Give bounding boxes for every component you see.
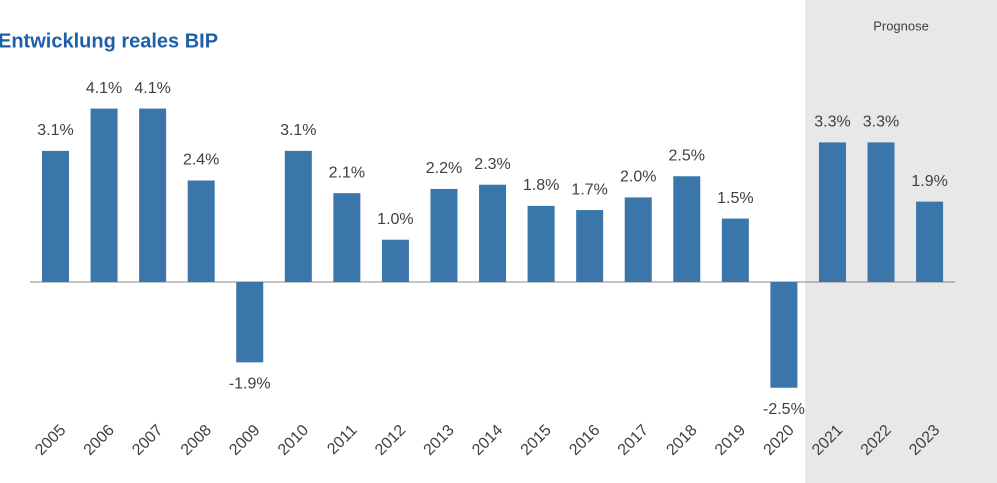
bar [90, 108, 118, 282]
bar [527, 205, 555, 282]
x-tick-label: 2013 [421, 422, 458, 459]
data-label: 1.7% [571, 181, 607, 198]
data-label: 4.1% [134, 80, 170, 97]
data-label: 3.1% [37, 122, 73, 139]
data-label: 2.5% [669, 147, 705, 164]
x-tick-label: 2005 [32, 422, 69, 459]
data-label: 2.2% [426, 160, 462, 177]
data-label: 4.1% [86, 80, 122, 97]
bar [576, 210, 604, 282]
bar [139, 108, 167, 282]
x-tick-label: 2009 [226, 422, 263, 459]
bar [867, 142, 895, 282]
bar [236, 282, 264, 363]
bar [42, 150, 69, 282]
bar [624, 197, 652, 282]
data-label: 1.0% [377, 211, 413, 228]
x-tick-label: 2017 [615, 422, 652, 459]
bar [916, 201, 944, 282]
chart-title: Entwicklung reales BIP [0, 30, 218, 52]
bar [381, 239, 409, 282]
bar [673, 176, 701, 282]
x-tick-label: 2015 [518, 422, 555, 459]
data-label: 3.1% [280, 122, 316, 139]
x-tick-label: 2014 [469, 422, 506, 459]
x-tick-label: 2020 [761, 422, 798, 459]
bar [284, 150, 312, 282]
bar [770, 282, 798, 388]
data-label: 2.1% [329, 164, 365, 181]
x-tick-label: 2008 [178, 422, 215, 459]
bar [818, 142, 846, 282]
bar [187, 180, 215, 282]
x-tick-label: 2011 [324, 422, 360, 458]
bar [430, 188, 458, 282]
x-tick-label: 2006 [81, 422, 118, 459]
x-tick-label: 2010 [275, 422, 312, 459]
bar [479, 184, 507, 282]
data-label: -2.5% [763, 401, 805, 418]
x-tick-label: 2012 [372, 422, 409, 459]
data-label: 1.5% [717, 190, 753, 207]
data-label: 1.9% [911, 173, 947, 190]
x-tick-label: 2016 [566, 422, 603, 459]
x-tick-label: 2007 [129, 422, 166, 459]
bar [721, 218, 749, 282]
data-label: 3.3% [814, 114, 850, 131]
data-label: 2.3% [474, 156, 510, 173]
x-tick-label: 2018 [663, 422, 700, 459]
forecast-label: Prognose [873, 18, 929, 33]
bar [333, 193, 361, 282]
data-label: -1.9% [229, 376, 271, 393]
x-tick-label: 2019 [712, 422, 749, 459]
data-label: 2.0% [620, 169, 656, 186]
data-label: 2.4% [183, 152, 219, 169]
data-label: 3.3% [863, 114, 899, 131]
data-label: 1.8% [523, 177, 559, 194]
